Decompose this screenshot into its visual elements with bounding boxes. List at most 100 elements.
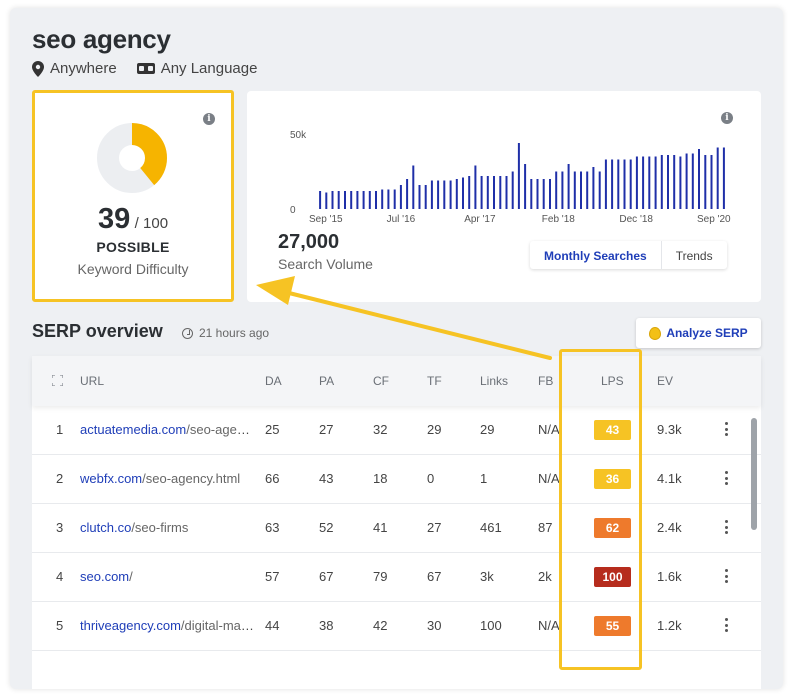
tab-monthly-searches[interactable]: Monthly Searches	[530, 241, 662, 269]
chart-bar[interactable]	[511, 171, 514, 210]
chart-bar[interactable]	[617, 159, 620, 210]
chart-bar[interactable]	[430, 180, 433, 210]
chart-bar[interactable]	[406, 179, 409, 209]
chart-bar[interactable]	[387, 189, 390, 210]
chart-bar[interactable]	[356, 191, 359, 209]
chart-bar[interactable]	[455, 179, 458, 209]
chart-bar[interactable]	[437, 180, 440, 210]
chart-bar[interactable]	[480, 176, 483, 209]
table-row[interactable]: 4 seo.com/57 67 79 67 3k 2k 1.6k 100	[32, 553, 761, 602]
chart-bar[interactable]	[573, 171, 576, 210]
chart-bar[interactable]	[536, 179, 539, 209]
chart-bar[interactable]	[654, 156, 657, 210]
tab-trends[interactable]: Trends	[675, 249, 713, 263]
chart-bar[interactable]	[561, 171, 564, 210]
chart-bar[interactable]	[580, 171, 582, 210]
chart-bar[interactable]	[499, 176, 502, 209]
chart-bar[interactable]	[542, 179, 545, 209]
table-row[interactable]: 2 webfx.com/seo-agency.html 66 43 18 0 1 N/A 4.1…	[32, 455, 761, 504]
info-icon[interactable]: i	[721, 112, 733, 124]
chart-bar[interactable]	[629, 159, 632, 210]
chart-bar[interactable]	[549, 179, 551, 209]
result-url[interactable]: thriveagency.com/digital-marketing	[80, 618, 254, 633]
chart-bar[interactable]	[344, 191, 346, 209]
table-row[interactable]: 1 actuatemedia.com/seo-agency 25 27 32 29 29 N/…	[32, 406, 761, 455]
chart-bar[interactable]	[331, 191, 334, 209]
url-path[interactable]: /seo-firms	[131, 520, 189, 535]
chart-bar[interactable]	[598, 171, 601, 210]
chart-bar[interactable]	[337, 191, 340, 209]
chart-bar[interactable]	[604, 159, 607, 210]
chart-bar[interactable]	[393, 189, 396, 210]
column-links[interactable]: Links	[480, 374, 509, 388]
chart-bar[interactable]	[679, 156, 682, 210]
row-menu-icon[interactable]	[725, 422, 729, 436]
chart-bar[interactable]	[592, 167, 595, 209]
url-domain[interactable]: thriveagency.com	[80, 618, 181, 633]
chart-bar[interactable]	[399, 185, 402, 209]
chart-bar[interactable]	[623, 159, 626, 210]
chart-bar[interactable]	[667, 155, 669, 209]
column-da[interactable]: DA	[265, 374, 282, 388]
chart-bar[interactable]	[722, 147, 725, 210]
chart-bar[interactable]	[468, 176, 471, 209]
chart-bar[interactable]	[691, 153, 694, 210]
result-url[interactable]: webfx.com/seo-agency.html	[80, 471, 254, 486]
language-label[interactable]: Any Language	[160, 60, 258, 77]
url-path[interactable]: /seo-agency.html	[142, 471, 241, 486]
url-path[interactable]: /digital-marketing	[180, 618, 254, 633]
url-path[interactable]: /	[129, 569, 133, 584]
url-path[interactable]: /seo-agency	[186, 422, 254, 437]
chart-bar[interactable]	[462, 177, 464, 210]
chart-bar[interactable]	[418, 185, 421, 209]
chart-bar[interactable]	[449, 180, 452, 210]
column-pa[interactable]: PA	[319, 374, 335, 388]
row-menu-icon[interactable]	[725, 618, 729, 632]
chart-bar[interactable]	[704, 155, 707, 209]
result-url[interactable]: clutch.co/seo-firms	[80, 520, 254, 535]
column-cf[interactable]: CF	[373, 374, 389, 388]
chart-bar[interactable]	[505, 176, 508, 209]
chart-bar[interactable]	[443, 180, 446, 210]
chart-bar[interactable]	[493, 176, 495, 209]
column-url[interactable]: URL	[80, 374, 105, 388]
chart-bar[interactable]	[375, 191, 377, 209]
chart-bar[interactable]	[586, 171, 589, 210]
chart-bar[interactable]	[368, 191, 371, 209]
row-menu-icon[interactable]	[725, 569, 729, 583]
chart-bar[interactable]	[567, 164, 570, 209]
row-menu-icon[interactable]	[725, 471, 729, 485]
chart-bar[interactable]	[319, 191, 322, 209]
chart-bar[interactable]	[362, 191, 365, 209]
expand-icon[interactable]	[52, 375, 63, 386]
url-domain[interactable]: webfx.com	[80, 471, 143, 486]
chart-bar[interactable]	[486, 176, 489, 209]
url-domain[interactable]: seo.com	[80, 569, 130, 584]
url-domain[interactable]: clutch.co	[80, 520, 132, 535]
url-domain[interactable]: actuatemedia.com	[80, 422, 187, 437]
column-tf[interactable]: TF	[427, 374, 442, 388]
analyze-serp-button[interactable]: Analyze SERP	[636, 318, 761, 348]
chart-bar[interactable]	[698, 149, 700, 209]
table-scrollbar[interactable]	[751, 418, 757, 530]
chart-bar[interactable]	[524, 164, 527, 209]
chart-bar[interactable]	[660, 155, 663, 209]
chart-bar[interactable]	[648, 156, 651, 210]
chart-bar[interactable]	[673, 155, 676, 209]
row-menu-icon[interactable]	[725, 520, 729, 534]
chart-bar[interactable]	[325, 192, 328, 210]
location-label[interactable]: Anywhere	[50, 60, 117, 77]
info-icon[interactable]: i	[203, 113, 215, 125]
column-lps[interactable]: LPS	[601, 374, 624, 388]
column-fb[interactable]: FB	[538, 374, 554, 388]
chart-bar[interactable]	[517, 143, 520, 209]
chart-bar[interactable]	[716, 147, 719, 210]
chart-bar[interactable]	[710, 155, 713, 209]
table-row[interactable]: 5 thriveagency.com/digital-marketing 44 38 4…	[32, 602, 761, 651]
chart-bar[interactable]	[474, 165, 477, 210]
chart-bar[interactable]	[381, 189, 384, 210]
chart-bar[interactable]	[350, 191, 353, 209]
chart-bar[interactable]	[555, 171, 558, 210]
chart-bar[interactable]	[642, 156, 645, 210]
chart-bar[interactable]	[635, 156, 638, 210]
